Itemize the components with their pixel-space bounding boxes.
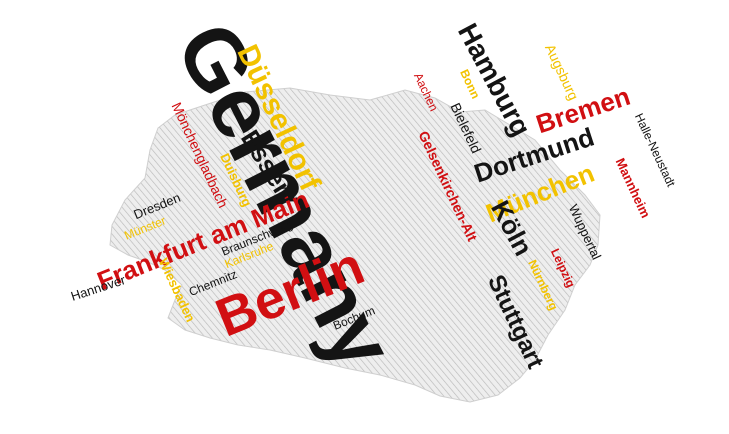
map-outline [109,87,601,403]
